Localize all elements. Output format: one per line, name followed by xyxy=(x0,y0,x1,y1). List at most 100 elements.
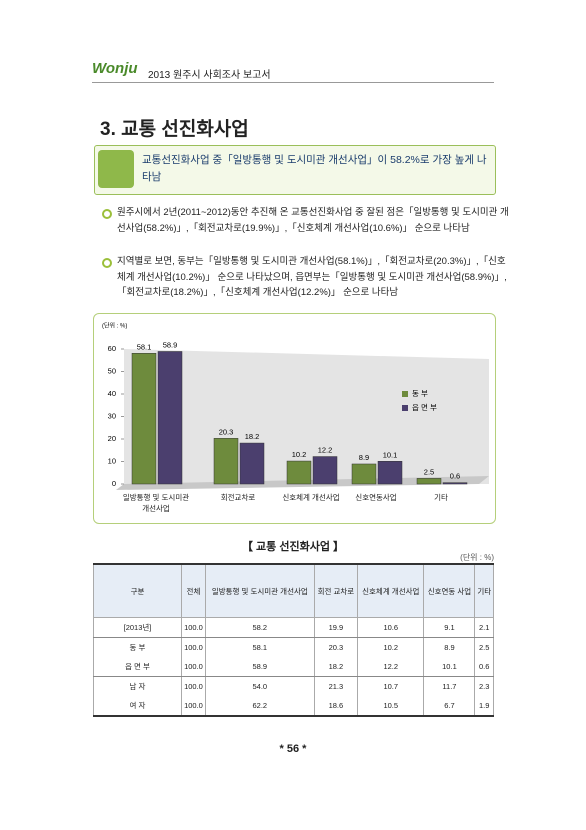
table-cell: 동 부 xyxy=(93,637,182,657)
header-cell: 신호연동 사업 xyxy=(423,563,476,618)
table-cell: 여 자 xyxy=(93,696,182,717)
bar xyxy=(442,482,468,485)
table-cell: 2.3 xyxy=(474,676,494,696)
bar xyxy=(416,478,442,485)
summary-text: 교통선진화사업 중「일방통행 및 도시미관 개선사업」이 58.2%로 가장 높… xyxy=(142,154,487,183)
table-cell: 읍 면 부 xyxy=(93,657,182,677)
table-caption: 【 교통 선진화사업 】 xyxy=(241,541,344,553)
table-cell: 11.7 xyxy=(423,676,476,696)
table-row: 읍 면 부 100.0 58.9 18.2 12.2 10.1 0.6 xyxy=(93,657,494,677)
table-cell: 58.1 xyxy=(204,637,315,657)
data-label: 8.9 xyxy=(359,453,369,462)
data-label: 18.2 xyxy=(245,432,260,441)
table-cell: 2.1 xyxy=(474,617,494,638)
bar xyxy=(213,438,239,485)
table-cell: 58.9 xyxy=(204,657,315,677)
header-cell: 기타 xyxy=(474,563,494,618)
x-tick-label: 회전교차로 xyxy=(220,493,256,502)
table-cell: 58.2 xyxy=(204,617,315,638)
table-cell: 10.7 xyxy=(357,676,425,696)
header-rule xyxy=(92,82,494,83)
table-cell: 19.9 xyxy=(313,617,359,638)
header-cell: 신호체계 개선사업 xyxy=(357,563,425,618)
legend-swatch xyxy=(402,391,408,397)
summary-box xyxy=(94,145,496,195)
data-label: 10.1 xyxy=(383,450,398,459)
bar xyxy=(131,353,157,485)
table-cell: 100.0 xyxy=(181,637,206,657)
header-cell: 구분 xyxy=(93,563,182,618)
table-cell: [2013년] xyxy=(93,617,182,638)
table-cell: 9.1 xyxy=(423,617,476,638)
logo: Wonju xyxy=(92,60,138,77)
y-tick-label: 10 xyxy=(108,456,116,465)
x-tick-label: 신호연동사업 xyxy=(355,493,397,502)
table-cell: 18.2 xyxy=(313,657,359,677)
table-cell: 10.5 xyxy=(357,696,425,717)
header-title: 2013 원주시 사회조사 보고서 xyxy=(148,70,271,81)
y-tick-label: 20 xyxy=(108,434,116,443)
y-tick-label: 40 xyxy=(108,389,116,398)
header-cell: 일방통행 및 도시미관 개선사업 xyxy=(204,563,315,618)
table-cell: 100.0 xyxy=(181,617,206,638)
bar xyxy=(239,442,265,485)
table-cell: 54.0 xyxy=(204,676,315,696)
y-tick-label: 50 xyxy=(108,366,116,375)
x-tick-label: 기타 xyxy=(434,493,448,502)
table-cell: 100.0 xyxy=(181,696,206,717)
bullet: 지역별로 보면, 동부는「일방통행 및 도시미관 개선사업(58.1%)」,「회… xyxy=(102,254,509,301)
table-row: 남 자 100.0 54.0 21.3 10.7 11.7 2.3 xyxy=(93,676,494,696)
table-cell: 20.3 xyxy=(313,637,359,657)
x-tick-label: 신호체계 개선사업 xyxy=(282,493,340,502)
page-number: * 56 * xyxy=(279,743,307,755)
data-label: 2.5 xyxy=(424,467,434,476)
y-tick-label: 0 xyxy=(112,479,116,488)
table-cell: 6.7 xyxy=(423,696,476,717)
bar xyxy=(286,460,312,485)
data-label: 10.2 xyxy=(292,450,307,459)
table-cell: 10.6 xyxy=(357,617,425,638)
legend-swatch xyxy=(402,405,408,411)
data-label: 58.9 xyxy=(163,340,178,349)
chart: (단위 : %) 0 10 20 30 40 50 60 58.1 20.3 10.2 8.9 2.5 5… xyxy=(102,322,489,490)
table-unit: (단위 : %) xyxy=(460,553,494,562)
data-label: 58.1 xyxy=(137,342,152,351)
table-row: 동 부 100.0 58.1 20.3 10.2 8.9 2.5 xyxy=(93,637,494,657)
x-tick-label: 일방통행 및 도시미관 개선사업 xyxy=(122,493,190,513)
y-tick-label: 60 xyxy=(108,344,116,353)
table-cell: 0.6 xyxy=(474,657,494,677)
data-table: 구분 전체 일방통행 및 도시미관 개선사업 회전 교차로 신호체계 개선사업 신호연동 … xyxy=(93,563,494,717)
table-cell: 8.9 xyxy=(423,637,476,657)
y-tick-label: 30 xyxy=(108,411,116,420)
table-row: 여 자 100.0 62.2 18.6 10.5 6.7 1.9 xyxy=(93,696,494,717)
table-cell: 18.6 xyxy=(313,696,359,717)
legend-label: 읍 면 부 xyxy=(412,402,437,412)
bullet: 원주시에서 2년(2011~2012)동안 추진해 온 교통선진화사업 중 잘된… xyxy=(102,205,509,236)
section-title: 3. 교통 선진화사업 xyxy=(100,119,249,140)
data-label: 0.6 xyxy=(450,472,460,481)
table-cell: 62.2 xyxy=(204,696,315,717)
table-cell: 21.3 xyxy=(313,676,359,696)
table-cell: 남 자 xyxy=(93,676,182,696)
table-row: [2013년] 100.0 58.2 19.9 10.6 9.1 2.1 xyxy=(93,617,494,638)
table-cell: 2.5 xyxy=(474,637,494,657)
unit-label: (단위 : %) xyxy=(102,322,127,330)
data-label: 12.2 xyxy=(318,446,333,455)
bar xyxy=(312,456,338,485)
table-cell: 12.2 xyxy=(357,657,425,677)
legend-label: 동 부 xyxy=(412,389,428,398)
bar xyxy=(157,351,183,485)
chart-box: (단위 : %) 0 10 20 30 40 50 60 58.1 20.3 10.2 8.9 2.5 5… xyxy=(93,313,496,524)
table-cell: 10.2 xyxy=(357,637,425,657)
table-cell: 1.9 xyxy=(474,696,494,717)
header-cell: 회전 교차로 xyxy=(313,563,359,618)
table-cell: 10.1 xyxy=(423,657,476,677)
table-cell: 100.0 xyxy=(181,657,206,677)
header-cell: 전체 xyxy=(181,563,206,618)
summary-icon xyxy=(98,150,134,188)
bar xyxy=(377,461,403,485)
table-cell: 100.0 xyxy=(181,676,206,696)
header-row: 구분 전체 일방통행 및 도시미관 개선사업 회전 교차로 신호체계 개선사업 신호연동 … xyxy=(93,563,494,618)
bar xyxy=(351,463,377,485)
